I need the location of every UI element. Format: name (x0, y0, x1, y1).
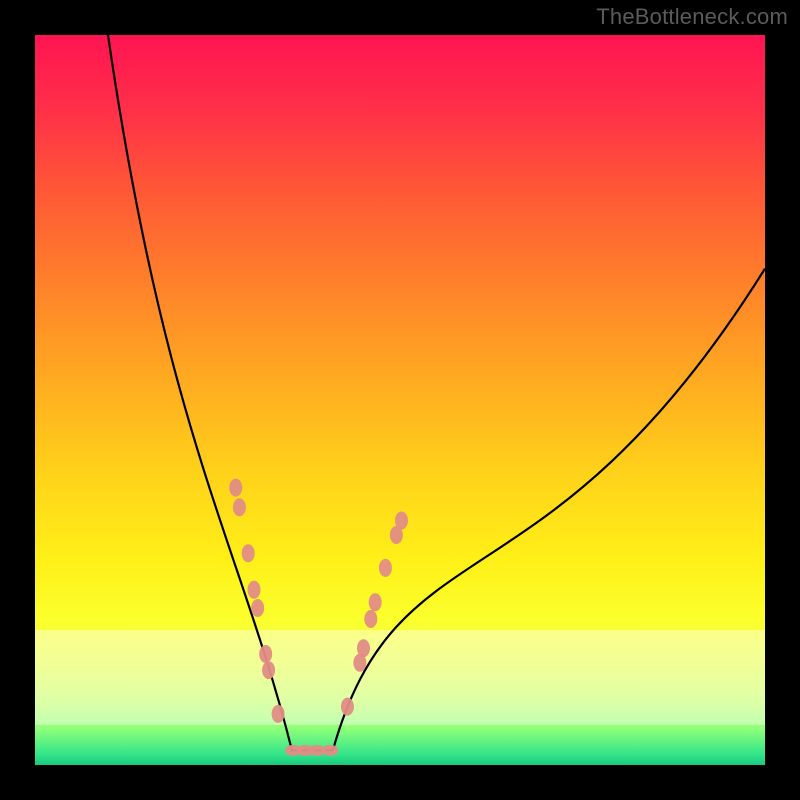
data-marker (395, 511, 408, 529)
pale-highlight-band (35, 630, 765, 725)
data-marker (321, 745, 338, 756)
data-marker (369, 593, 382, 611)
data-marker (229, 479, 242, 497)
data-marker (272, 705, 285, 723)
data-marker (341, 698, 354, 716)
data-marker (379, 559, 392, 577)
data-marker (233, 498, 246, 516)
data-marker (251, 599, 264, 617)
data-marker (248, 581, 261, 599)
data-marker (357, 639, 370, 657)
data-marker (259, 645, 272, 663)
data-marker (242, 544, 255, 562)
data-marker (262, 661, 275, 679)
watermark-text: TheBottleneck.com (596, 4, 788, 30)
chart-container: TheBottleneck.com (0, 0, 800, 800)
data-marker (364, 610, 377, 628)
plot-area (35, 35, 765, 765)
bottleneck-chart (0, 0, 800, 800)
